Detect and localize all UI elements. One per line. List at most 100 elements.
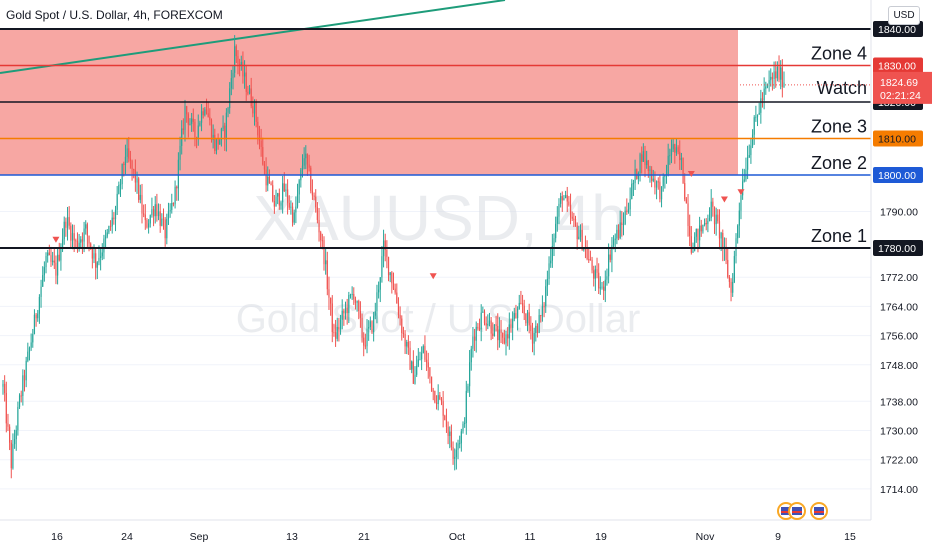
y-tick-label: 1790.00 [880, 207, 918, 219]
flag-event-icon[interactable] [810, 502, 828, 520]
candle [396, 283, 398, 304]
trendline[interactable] [0, 0, 506, 74]
candle [612, 235, 615, 250]
candle [288, 195, 290, 210]
candle [225, 108, 227, 152]
candle [664, 174, 666, 189]
candle [755, 105, 757, 122]
candle [214, 128, 216, 154]
candle [181, 120, 183, 155]
candle [454, 448, 456, 471]
candle [717, 209, 719, 224]
candle [510, 318, 512, 333]
candle [240, 55, 242, 71]
candle [308, 154, 310, 172]
candle [397, 297, 400, 319]
candle [561, 191, 563, 212]
candle [626, 198, 628, 215]
candle [204, 107, 206, 117]
candle [268, 169, 271, 184]
candle [191, 112, 193, 132]
candle [621, 211, 623, 237]
candle [632, 179, 635, 197]
candle [376, 284, 378, 324]
chart-title: Gold Spot / U.S. Dollar, 4h, FOREXCOM [6, 8, 223, 22]
candle [470, 345, 472, 371]
candle [141, 183, 143, 224]
sell-marker [720, 196, 728, 203]
candle [589, 250, 592, 261]
candle [700, 219, 702, 237]
candle [177, 152, 179, 201]
candle [518, 294, 520, 310]
candle [416, 355, 418, 377]
candle [603, 281, 605, 300]
time-axis[interactable] [0, 519, 932, 550]
currency-button[interactable]: USD [888, 6, 920, 25]
candle [505, 330, 507, 356]
y-tick-label: 1764.00 [880, 301, 918, 313]
candle [642, 143, 644, 162]
candle [179, 136, 181, 171]
y-tick-label: 1730.00 [880, 426, 918, 438]
candle [531, 322, 534, 353]
candle [725, 237, 727, 265]
candle [733, 250, 735, 284]
candle [232, 65, 234, 90]
candle [703, 218, 706, 227]
candle [129, 150, 132, 169]
event-icons[interactable] [777, 502, 828, 520]
candle [508, 312, 510, 350]
candle [338, 318, 340, 342]
candle [763, 77, 765, 110]
candle [313, 192, 315, 201]
candle [275, 189, 277, 207]
candle [270, 181, 272, 186]
candle [81, 232, 84, 254]
candle [564, 190, 567, 199]
candle [758, 102, 760, 115]
candle [437, 384, 439, 411]
candle [27, 342, 29, 363]
candle [200, 104, 203, 132]
candle [586, 240, 588, 261]
candle [32, 328, 34, 348]
candle [138, 176, 140, 203]
candle [475, 321, 477, 353]
candle [333, 323, 335, 337]
candle [746, 145, 749, 180]
candle [207, 101, 209, 118]
candle [301, 154, 304, 178]
candle [402, 326, 405, 338]
candle [404, 330, 406, 354]
candle [687, 194, 689, 237]
candle [205, 98, 208, 115]
candle [164, 217, 166, 247]
candle [300, 168, 302, 188]
candle [684, 173, 686, 202]
flag-event-icon[interactable] [788, 502, 806, 520]
candle [250, 77, 252, 109]
y-tick-label: 1714.00 [880, 484, 918, 496]
candle [394, 283, 396, 295]
candle [378, 281, 380, 299]
candle [444, 414, 446, 421]
candle [17, 401, 19, 436]
candle [421, 346, 423, 371]
candle [381, 246, 383, 283]
candle [771, 72, 774, 91]
candle [91, 246, 93, 269]
candle [166, 213, 168, 245]
candle [209, 108, 211, 126]
candle [277, 192, 279, 205]
candle [571, 211, 573, 221]
candle [272, 180, 274, 203]
candle [639, 152, 641, 182]
candle [298, 178, 300, 203]
candle [161, 213, 163, 227]
candle [675, 138, 678, 156]
candle [339, 314, 342, 335]
candle [267, 166, 269, 192]
candle [467, 383, 469, 393]
